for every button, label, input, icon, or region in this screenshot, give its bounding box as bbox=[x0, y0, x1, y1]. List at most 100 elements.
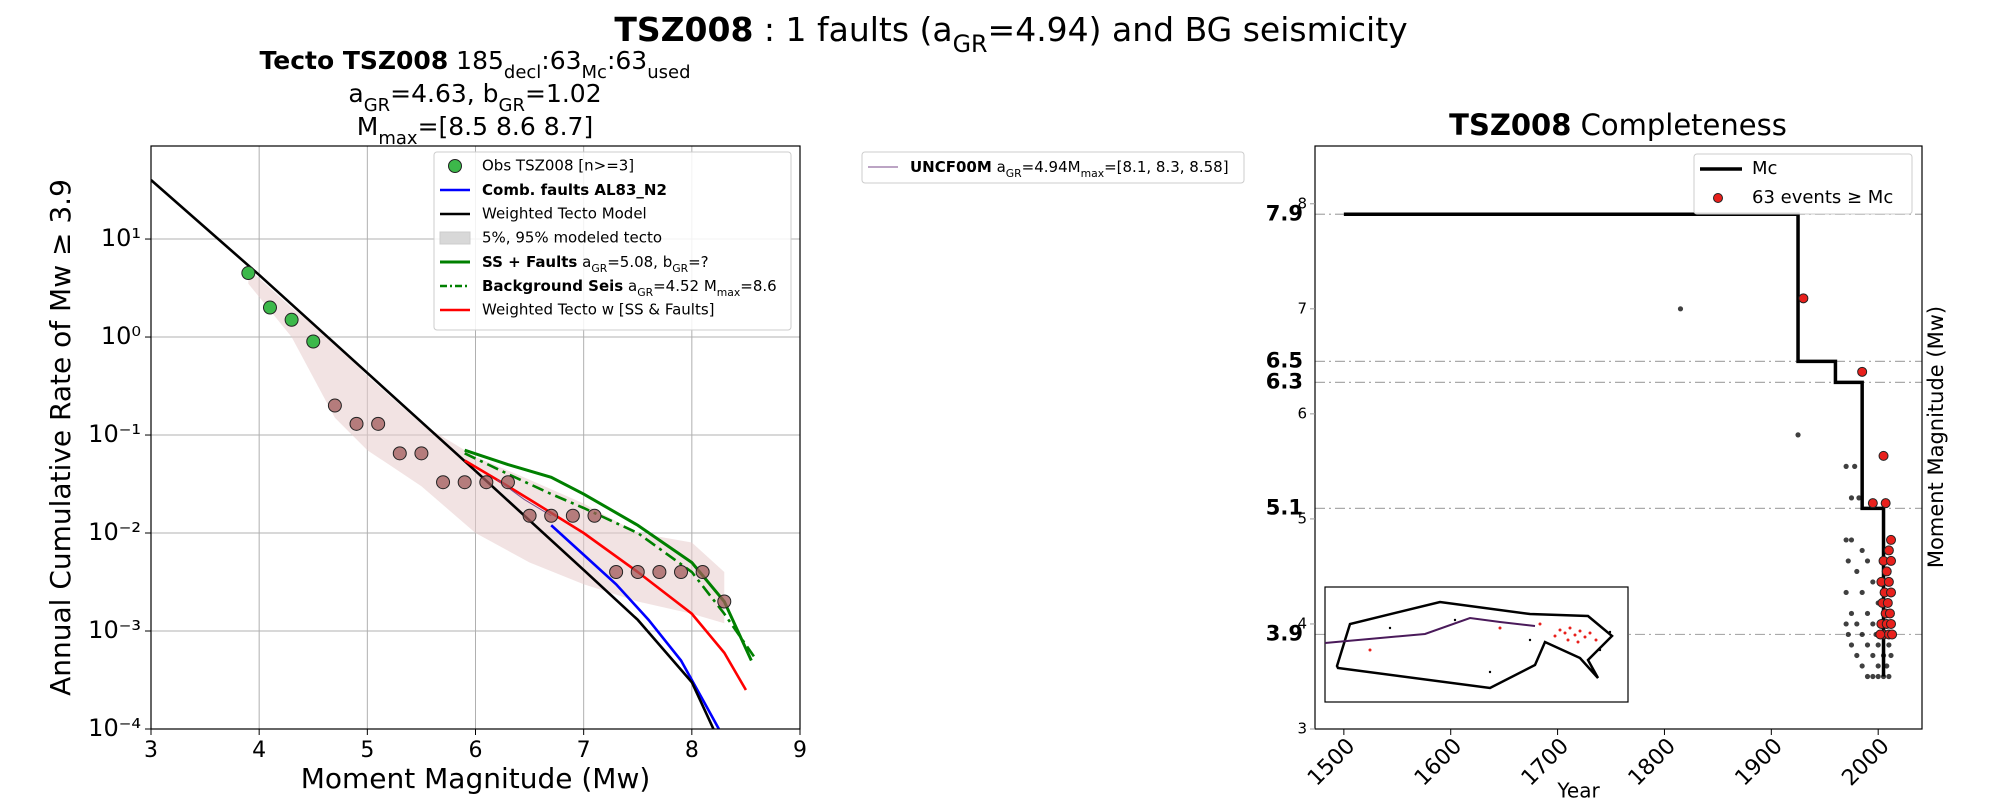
point bbox=[262, 300, 277, 315]
point bbox=[1854, 652, 1860, 659]
mc-level-label: 3.9 bbox=[1266, 621, 1303, 645]
point bbox=[457, 475, 472, 490]
legend-label: Background Seis aGR=4.52 Mmax=8.6 bbox=[482, 277, 777, 299]
chart-title: TSZ008 Completeness bbox=[1449, 108, 1787, 142]
text-part: a bbox=[348, 79, 363, 108]
legend-marker bbox=[448, 159, 462, 173]
point bbox=[1875, 673, 1881, 680]
point bbox=[695, 565, 710, 580]
point bbox=[1795, 432, 1801, 438]
point bbox=[1798, 293, 1809, 304]
legend-label: Weighted Tecto Model bbox=[482, 205, 647, 223]
text-part: :63 bbox=[607, 46, 647, 75]
text-part: TSZ008 bbox=[614, 10, 753, 49]
text-part: TSZ008 bbox=[1449, 108, 1571, 142]
point bbox=[1886, 534, 1897, 545]
point bbox=[1864, 558, 1871, 564]
legend-box bbox=[1693, 153, 1913, 215]
point bbox=[327, 398, 342, 413]
point bbox=[306, 334, 321, 349]
x-tick-label: 1900 bbox=[1731, 734, 1788, 791]
x-axis-label: Year bbox=[1556, 779, 1600, 800]
y-tick-label: 10⁻¹ bbox=[88, 420, 141, 448]
point bbox=[652, 565, 667, 580]
x-tick-label: 4 bbox=[252, 738, 266, 763]
y-tick-label: 10¹ bbox=[101, 224, 141, 252]
text-part: Mc bbox=[582, 62, 607, 83]
legend-box bbox=[861, 151, 1245, 184]
text-part: =5.08, b bbox=[607, 253, 672, 271]
mc-level-label: 6.5 bbox=[1266, 348, 1303, 372]
text-part: a bbox=[623, 277, 637, 295]
point bbox=[1848, 610, 1855, 617]
text-part: Completeness bbox=[1571, 108, 1786, 142]
point bbox=[1843, 589, 1849, 596]
chart-title: aGR=4.63, bGR=1.02 bbox=[348, 79, 601, 116]
point bbox=[1875, 629, 1886, 640]
point bbox=[1880, 673, 1887, 680]
point bbox=[1882, 597, 1893, 608]
point bbox=[500, 475, 515, 490]
text-part: =8.6 bbox=[740, 277, 776, 295]
text-part: GR bbox=[1006, 167, 1022, 180]
point bbox=[1870, 621, 1876, 627]
text-part: =4.94M bbox=[1022, 158, 1081, 176]
text-part: used bbox=[647, 62, 690, 83]
point bbox=[479, 475, 494, 490]
y-axis-label: Annual Cumulative Rate of Mw ≥ 3.9 bbox=[44, 179, 77, 696]
point bbox=[1884, 663, 1890, 669]
point bbox=[1878, 450, 1889, 461]
text-part: max bbox=[378, 128, 418, 149]
point bbox=[1887, 629, 1898, 640]
point bbox=[717, 594, 732, 609]
legend-label: SS + Faults aGR=5.08, bGR=? bbox=[482, 253, 709, 275]
point bbox=[1880, 652, 1887, 659]
chart-title: Mmax=[8.5 8.6 8.7] bbox=[357, 112, 593, 149]
x-tick-label: 7 bbox=[577, 738, 591, 763]
x-tick-label: 1500 bbox=[1303, 734, 1360, 791]
legend-box bbox=[433, 151, 792, 331]
text-part: Background Seis bbox=[482, 277, 623, 295]
line bbox=[550, 524, 721, 729]
mc-level-label: 6.3 bbox=[1266, 369, 1303, 393]
point bbox=[609, 565, 624, 580]
point bbox=[1848, 642, 1855, 648]
y-tick-label: 7 bbox=[1297, 299, 1307, 317]
point bbox=[1848, 537, 1855, 543]
y-tick-label: 6 bbox=[1297, 404, 1307, 422]
point bbox=[1881, 566, 1892, 577]
point bbox=[1883, 545, 1894, 556]
x-tick-label: 2000 bbox=[1837, 734, 1894, 791]
point bbox=[1859, 663, 1865, 669]
text-part: a bbox=[992, 158, 1006, 176]
point bbox=[371, 416, 386, 431]
legend-label: 63 events ≥ Mc bbox=[1752, 187, 1893, 208]
mc-level-label: 7.9 bbox=[1266, 201, 1303, 225]
point bbox=[522, 508, 537, 523]
text-part: max bbox=[717, 286, 741, 299]
line bbox=[464, 452, 758, 662]
point bbox=[1864, 610, 1871, 617]
point bbox=[1843, 463, 1849, 469]
point bbox=[1856, 495, 1862, 501]
text-part: Comb. faults AL83_N2 bbox=[482, 181, 667, 199]
point bbox=[1864, 673, 1871, 680]
point bbox=[1859, 547, 1865, 554]
y-tick-label: 5 bbox=[1297, 509, 1307, 527]
y-tick-label: 8 bbox=[1297, 194, 1307, 212]
point bbox=[1886, 618, 1897, 629]
legend-label: Obs TSZ008 [n>=3] bbox=[482, 157, 634, 175]
point bbox=[1886, 555, 1897, 566]
x-tick-label: 5 bbox=[360, 738, 374, 763]
point bbox=[1870, 652, 1876, 659]
point bbox=[1870, 579, 1876, 585]
point bbox=[414, 446, 429, 461]
x-tick-label: 9 bbox=[793, 738, 807, 763]
text-part: UNCF00M bbox=[910, 158, 992, 176]
y-axis-label: Moment Magnitude (Mw) bbox=[1924, 306, 1948, 568]
point bbox=[1883, 576, 1894, 587]
point bbox=[1852, 463, 1858, 469]
text-part: GR bbox=[364, 95, 390, 116]
text-part: decl bbox=[504, 62, 541, 83]
